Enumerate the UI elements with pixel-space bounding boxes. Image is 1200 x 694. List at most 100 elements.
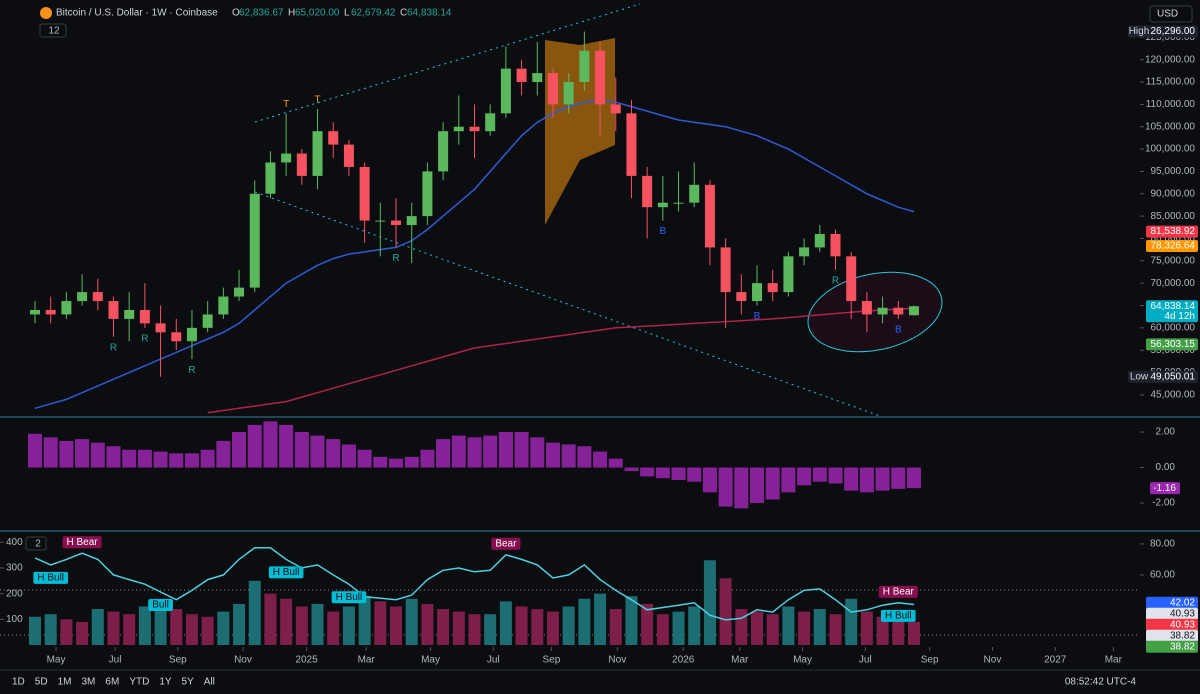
price-label: 40.93 xyxy=(1170,619,1195,630)
x-tick-label: Sep xyxy=(169,655,187,666)
range-button[interactable]: YTD xyxy=(129,677,149,688)
candle-body xyxy=(720,247,731,293)
range-button[interactable]: 5D xyxy=(35,677,48,688)
x-tick-label: Nov xyxy=(234,655,252,666)
histogram-bar xyxy=(844,467,859,491)
histogram-bar xyxy=(577,446,592,468)
volume-bar xyxy=(813,609,826,645)
divergence-box xyxy=(268,566,304,579)
x-tick-label: Sep xyxy=(921,655,939,666)
volume-bar xyxy=(44,614,57,645)
y-tick-label: 100,000.00 xyxy=(1145,144,1195,155)
volume-bar xyxy=(672,611,685,645)
signal-label: B xyxy=(754,311,761,322)
candle-body xyxy=(814,233,825,248)
candle-body xyxy=(296,153,307,176)
trend-line xyxy=(254,191,881,417)
signal-label: B xyxy=(895,325,902,336)
histogram-bar xyxy=(514,432,529,468)
candle-body xyxy=(516,68,527,83)
indicator-count[interactable]: 12 xyxy=(48,26,60,37)
y-tick-label: 2.00 xyxy=(1156,427,1176,438)
candle-body xyxy=(752,283,763,302)
x-tick-label: May xyxy=(47,655,66,666)
candle-body xyxy=(500,68,511,114)
last-value-label: -1.16 xyxy=(1153,483,1176,494)
candle-body xyxy=(171,332,182,342)
candle-body xyxy=(45,309,56,315)
volume-bar xyxy=(280,598,293,645)
volume-bar xyxy=(405,598,418,645)
histogram-bar xyxy=(310,435,325,468)
indicator-count[interactable]: 2 xyxy=(35,539,41,550)
divergence-box xyxy=(331,591,367,604)
volume-bar xyxy=(248,580,261,645)
histogram-bar xyxy=(797,467,812,486)
histogram-bar xyxy=(43,437,58,468)
y-tick-label: 60.00 xyxy=(1150,570,1175,581)
range-button[interactable]: 5Y xyxy=(182,677,195,688)
price-label: 40.93 xyxy=(1170,608,1195,619)
volume-bar xyxy=(609,609,622,645)
signal-label: R xyxy=(832,275,839,286)
histogram-bar xyxy=(718,467,733,507)
x-tick-label: 2027 xyxy=(1044,655,1067,666)
currency-button[interactable] xyxy=(1149,5,1193,23)
candle-body xyxy=(908,306,919,316)
histogram-bar xyxy=(279,424,294,468)
volume-bar xyxy=(594,593,607,645)
candle-body xyxy=(846,256,857,302)
candle-body xyxy=(547,73,558,105)
indicator-badge[interactable] xyxy=(39,23,67,38)
y-tick-label: 80.00 xyxy=(1150,539,1175,550)
signal-label: R xyxy=(188,365,195,376)
divergence-label: Bull xyxy=(152,600,169,611)
histogram-bar xyxy=(247,424,262,468)
candle-body xyxy=(30,309,41,315)
histogram-bar xyxy=(750,467,765,504)
candle-body xyxy=(453,126,464,132)
histogram-bar xyxy=(561,444,576,468)
range-button[interactable]: 1Y xyxy=(159,677,172,688)
range-button[interactable]: 6M xyxy=(105,677,119,688)
range-button[interactable]: 1D xyxy=(12,677,25,688)
x-tick-label: Mar xyxy=(1105,655,1123,666)
price-label-box xyxy=(1146,239,1198,252)
moving-average xyxy=(34,99,915,410)
range-button[interactable]: 3M xyxy=(82,677,96,688)
range-button[interactable]: All xyxy=(204,677,215,688)
candle-body xyxy=(642,175,653,208)
symbol-icon xyxy=(40,7,52,19)
price-label-box xyxy=(1146,618,1198,631)
volume-bar xyxy=(185,614,198,645)
histogram-bar xyxy=(106,446,121,468)
candle-body xyxy=(202,314,213,328)
volume-bar xyxy=(766,614,779,645)
histogram-bar xyxy=(451,435,466,468)
price-caption: High xyxy=(1129,26,1150,37)
candle-body xyxy=(893,307,904,315)
indicator-badge[interactable] xyxy=(25,536,47,551)
candle-body xyxy=(61,301,72,315)
divergence-label: H Bull xyxy=(336,592,363,603)
volume-bar xyxy=(311,603,324,645)
currency[interactable]: USD xyxy=(1157,9,1178,20)
candle-body xyxy=(579,50,590,83)
histogram-bar xyxy=(734,467,749,509)
volume-bar xyxy=(829,614,842,645)
price-caption: Low xyxy=(1130,371,1149,382)
x-tick-label: Nov xyxy=(608,655,626,666)
volume-bar xyxy=(358,596,371,645)
price-label-box xyxy=(1146,25,1198,38)
range-button[interactable]: 1M xyxy=(58,677,72,688)
ohlc-values: O 62,836.67 H 65,020.00 L 62,679.42 C 64,838.14 xyxy=(232,8,452,19)
y-tick-label: 60,000.00 xyxy=(1151,322,1196,333)
candle-body xyxy=(861,301,872,315)
candle-body xyxy=(736,292,747,302)
candle-body xyxy=(92,292,103,302)
candle-body xyxy=(359,166,370,221)
volume-bar xyxy=(515,606,528,645)
volume-bar xyxy=(499,601,512,645)
histogram-bar xyxy=(90,442,105,468)
volume-bar xyxy=(217,611,230,645)
